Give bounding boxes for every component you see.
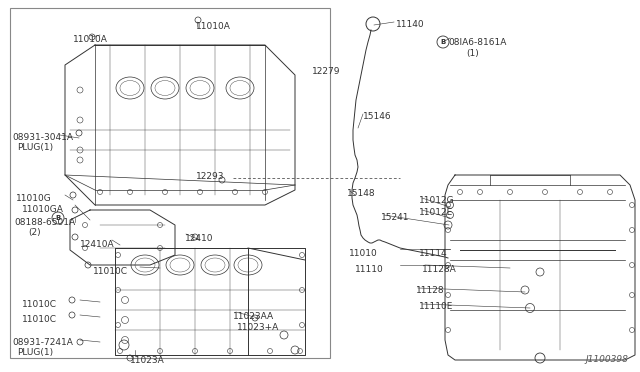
Text: 12410: 12410	[185, 234, 214, 243]
Text: 11010GA: 11010GA	[22, 205, 64, 214]
Circle shape	[52, 212, 64, 224]
Text: 11128A: 11128A	[422, 265, 457, 274]
Text: 12410A: 12410A	[80, 240, 115, 249]
Text: 11023+A: 11023+A	[237, 323, 279, 332]
Text: PLUG(1): PLUG(1)	[17, 348, 53, 357]
Text: 11010A: 11010A	[73, 35, 108, 44]
Bar	[10, 8, 330, 358]
Text: 11128: 11128	[416, 286, 445, 295]
Text: 08931-3041A: 08931-3041A	[12, 133, 73, 142]
Text: 15148: 15148	[347, 189, 376, 198]
Text: 11023A: 11023A	[130, 356, 164, 365]
Text: 15241: 15241	[381, 213, 410, 222]
Text: 11010: 11010	[349, 249, 378, 258]
Text: 11010C: 11010C	[22, 300, 57, 309]
Text: PLUG(1): PLUG(1)	[17, 143, 53, 152]
Text: 08931-7241A: 08931-7241A	[12, 338, 73, 347]
Text: 11012E: 11012E	[419, 208, 453, 217]
Text: 11010A: 11010A	[196, 22, 231, 31]
Circle shape	[437, 36, 449, 48]
Text: 11012G: 11012G	[419, 196, 454, 205]
Text: 11140: 11140	[396, 20, 424, 29]
Text: B: B	[56, 215, 61, 221]
Text: 11114: 11114	[419, 249, 447, 258]
Text: 11010G: 11010G	[16, 194, 52, 203]
Text: 11110E: 11110E	[419, 302, 453, 311]
Text: 11010C: 11010C	[22, 315, 57, 324]
Text: J1100398: J1100398	[585, 355, 628, 364]
Text: 11010C: 11010C	[93, 267, 128, 276]
Text: 12293: 12293	[196, 172, 225, 181]
Text: 12279: 12279	[312, 67, 340, 76]
Text: 11110: 11110	[355, 265, 384, 274]
Text: 15146: 15146	[363, 112, 392, 121]
Text: 11023AA: 11023AA	[233, 312, 274, 321]
Text: 08IA6-8161A: 08IA6-8161A	[448, 38, 506, 47]
Text: (2): (2)	[28, 228, 40, 237]
Text: B: B	[440, 39, 445, 45]
Text: 08188-6501A: 08188-6501A	[14, 218, 75, 227]
Text: (1): (1)	[466, 49, 479, 58]
